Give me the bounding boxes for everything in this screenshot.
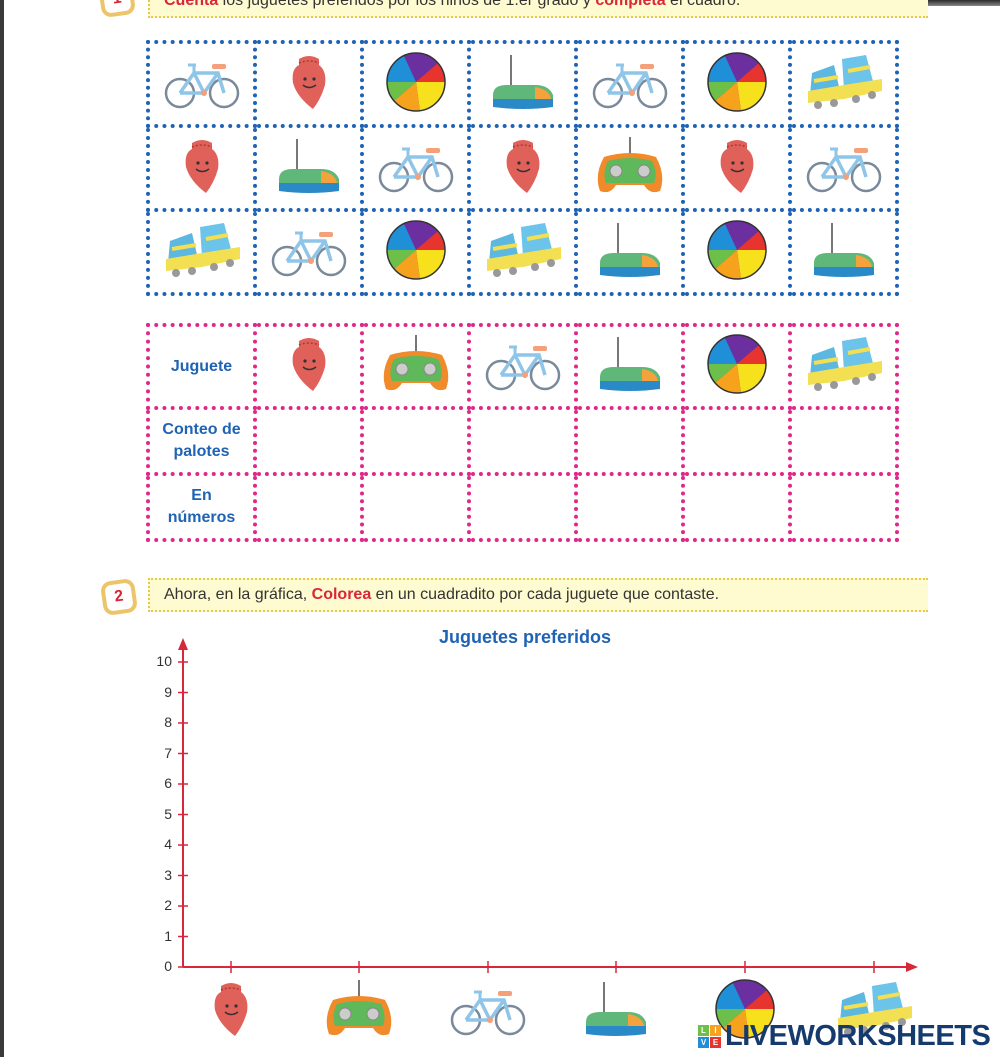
y-tick-label: 2	[164, 897, 172, 913]
grid-cell	[360, 40, 471, 128]
row-label-numbers: En números	[146, 472, 257, 542]
grid-cell	[253, 124, 364, 212]
spinning-top-icon	[191, 978, 271, 1040]
number-input-cell[interactable]	[253, 472, 364, 542]
window-edge	[0, 0, 4, 1057]
toy-row: Juguete	[146, 323, 899, 410]
y-tick-label: 9	[164, 683, 172, 700]
grid-cell	[467, 40, 578, 128]
grid-row	[146, 208, 899, 296]
tally-input-cell[interactable]	[360, 406, 471, 476]
toy-cell	[467, 323, 578, 410]
tally-row: Conteo de palotes	[146, 406, 899, 476]
y-tick-label: 0	[164, 958, 172, 974]
number-input-cell[interactable]	[681, 472, 792, 542]
toy-cell	[681, 323, 792, 410]
grid-cell	[788, 208, 899, 296]
y-tick-label: 8	[164, 714, 172, 730]
numbers-row: En números	[146, 472, 899, 542]
row-label-toy: Juguete	[146, 323, 257, 410]
x-category	[191, 978, 271, 1040]
tally-input-cell[interactable]	[788, 406, 899, 476]
y-axis-arrow	[178, 638, 188, 650]
y-tick-label: 5	[164, 805, 172, 822]
window-edge-top	[880, 0, 1000, 6]
toy-cell	[574, 323, 685, 410]
bicycle-icon	[448, 978, 528, 1040]
y-tick-label: 6	[164, 775, 172, 791]
grid-cell	[360, 124, 471, 212]
x-category	[319, 978, 399, 1040]
grid-cell	[681, 124, 792, 212]
number-input-cell[interactable]	[788, 472, 899, 542]
grid-cell	[146, 124, 257, 212]
tally-table: Juguete Conteo de palotes En números	[146, 323, 899, 542]
exercise2-instruction: Ahora, en la gráfica, Colorea en un cuad…	[148, 578, 928, 612]
row-label-tally: Conteo de palotes	[146, 406, 257, 476]
y-tick-label: 7	[164, 744, 172, 761]
exercise1-instruction: Cuenta los juguetes preferidos por los n…	[148, 0, 928, 18]
grid-cell	[360, 208, 471, 296]
tally-input-cell[interactable]	[467, 406, 578, 476]
grid-cell	[788, 40, 899, 128]
tally-input-cell[interactable]	[253, 406, 364, 476]
grid-cell	[574, 124, 685, 212]
grid-cell	[681, 40, 792, 128]
grid-cell	[574, 208, 685, 296]
grid-cell	[253, 208, 364, 296]
grid-cell	[574, 40, 685, 128]
y-tick-label: 3	[164, 866, 172, 883]
number-input-cell[interactable]	[360, 472, 471, 542]
x-category	[448, 978, 528, 1040]
remote-control-icon	[319, 978, 399, 1040]
toy-cell	[360, 323, 471, 410]
bumper-car-icon	[576, 978, 656, 1040]
grid-cell	[146, 40, 257, 128]
y-tick-label: 4	[164, 836, 172, 852]
number-input-cell[interactable]	[467, 472, 578, 542]
grid-row	[146, 40, 899, 128]
graph-title: Juguetes preferidos	[438, 627, 612, 647]
y-tick-label: 10	[156, 653, 172, 669]
y-tick-label: 1	[164, 927, 172, 944]
grid-cell	[788, 124, 899, 212]
grid-cell	[467, 124, 578, 212]
toy-cell	[253, 323, 364, 410]
number-input-cell[interactable]	[574, 472, 685, 542]
grid-cell	[681, 208, 792, 296]
x-category	[576, 978, 656, 1040]
grid-cell	[253, 40, 364, 128]
toy-count-grid	[146, 40, 899, 296]
grid-row	[146, 124, 899, 212]
grid-cell	[467, 208, 578, 296]
tally-input-cell[interactable]	[574, 406, 685, 476]
x-axis-arrow	[906, 962, 918, 972]
toy-cell	[788, 323, 899, 410]
tally-input-cell[interactable]	[681, 406, 792, 476]
grid-cell	[146, 208, 257, 296]
